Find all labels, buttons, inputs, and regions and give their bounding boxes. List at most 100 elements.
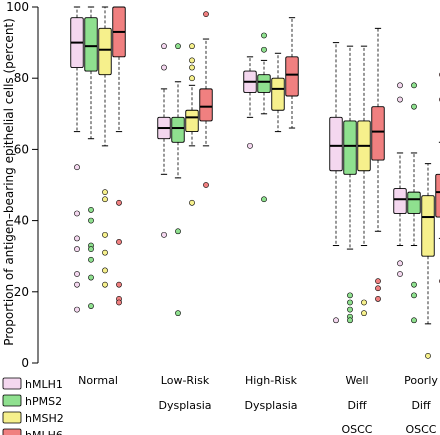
outlier-point — [74, 164, 80, 171]
outlier-point — [88, 303, 94, 309]
box-hmsh2 — [98, 6, 112, 288]
outlier-point — [175, 310, 181, 317]
category-label: Dysplasia — [158, 399, 211, 412]
category-label: Poorly — [404, 374, 438, 387]
box-hpms2 — [407, 82, 421, 324]
box-iqr — [271, 77, 285, 111]
outlier-point — [411, 103, 417, 110]
legend-item: hMSH2 — [2, 411, 64, 425]
y-tick-label: 60 — [14, 142, 29, 156]
outlier-point — [397, 82, 403, 89]
outlier-point — [347, 299, 353, 306]
y-tick-label: 40 — [14, 214, 29, 228]
outlier-point — [116, 299, 122, 306]
box-iqr — [407, 191, 421, 214]
category-group — [70, 6, 126, 313]
legend-swatch — [2, 394, 22, 407]
box-iqr — [371, 106, 385, 161]
box-hmlh1 — [393, 82, 407, 277]
legend-label: hMLH1 — [25, 378, 63, 391]
y-tick-label: 100 — [6, 0, 29, 14]
outlier-point — [411, 82, 417, 89]
box-hmlh1 — [70, 6, 84, 313]
box-iqr — [329, 116, 343, 172]
category-label: Dysplasia — [244, 399, 297, 412]
category-group — [393, 72, 440, 359]
outlier-point — [261, 196, 267, 203]
legend-swatch — [2, 411, 22, 424]
box-hpms2 — [257, 32, 271, 203]
outlier-point — [102, 281, 108, 288]
box-hmsh2 — [271, 52, 285, 133]
outlier-point — [116, 239, 122, 245]
box-hmlh1 — [329, 42, 343, 324]
category-group — [243, 17, 299, 203]
category-label: Well — [345, 374, 368, 387]
legend-label: hMSH2 — [25, 412, 64, 425]
box-iqr — [421, 195, 435, 257]
outlier-point — [347, 306, 353, 313]
category-label: OSCC — [405, 423, 436, 435]
y-tick-label: 20 — [14, 285, 29, 299]
outlier-point — [261, 46, 267, 53]
outlier-point — [247, 142, 253, 149]
box-hmlh6 — [435, 72, 440, 284]
outlier-point — [375, 285, 381, 292]
outlier-point — [189, 43, 195, 50]
box-iqr — [199, 88, 213, 122]
outlier-point — [74, 281, 80, 288]
outlier-point — [347, 292, 353, 299]
y-tick-label: 80 — [14, 71, 29, 85]
outlier-point — [74, 306, 80, 313]
category-label: OSCC — [341, 423, 372, 435]
legend-label: hPMS2 — [25, 395, 62, 408]
outlier-point — [425, 352, 431, 359]
category-label: Diff — [347, 399, 367, 412]
box-iqr — [343, 120, 357, 175]
outlier-point — [189, 199, 195, 206]
outlier-point — [347, 317, 353, 324]
outlier-point — [397, 260, 403, 267]
box-iqr — [285, 56, 299, 97]
outlier-point — [189, 57, 195, 64]
box-hmlh6 — [285, 17, 299, 129]
category-label: Diff — [411, 399, 431, 412]
box-iqr — [84, 17, 98, 72]
box-hpms2 — [171, 43, 185, 317]
box-hmlh6 — [371, 27, 385, 302]
outlier-point — [74, 246, 80, 252]
outlier-point — [333, 317, 339, 324]
box-hmsh2 — [357, 45, 371, 317]
y-tick-label: 0 — [21, 356, 29, 370]
outlier-point — [175, 43, 181, 50]
legend-item: hMLH1 — [2, 377, 63, 391]
outlier-point — [411, 317, 417, 324]
category-label: Low-Risk — [161, 374, 210, 387]
outlier-point — [397, 271, 403, 277]
outlier-point — [102, 231, 108, 238]
outlier-point — [411, 281, 417, 288]
outlier-point — [102, 196, 108, 203]
outlier-point — [102, 189, 108, 196]
box-iqr — [171, 116, 185, 143]
box-hpms2 — [84, 6, 98, 309]
category-group — [157, 11, 213, 317]
outlier-point — [74, 271, 80, 277]
category-group — [329, 27, 385, 324]
y-axis-title: Proportion of antigen–bearing epithelial… — [2, 18, 16, 346]
outlier-point — [116, 281, 122, 288]
box-iqr — [393, 188, 407, 214]
box-iqr — [435, 173, 440, 218]
legend-swatch — [2, 428, 22, 435]
outlier-point — [397, 96, 403, 103]
outlier-point — [189, 64, 195, 71]
legend: hMLH1 hPMS2 hMSH2 hMLH6 — [2, 377, 64, 435]
box-hmsh2 — [185, 43, 199, 206]
legend-item: hPMS2 — [2, 394, 62, 408]
category-labels: Normal Low-Risk Dysplasia High-Risk Dysplasi… — [78, 374, 438, 435]
outlier-point — [88, 274, 94, 281]
legend-label: hMLH6 — [25, 429, 63, 435]
outlier-point — [203, 11, 209, 18]
outlier-point — [102, 267, 108, 274]
